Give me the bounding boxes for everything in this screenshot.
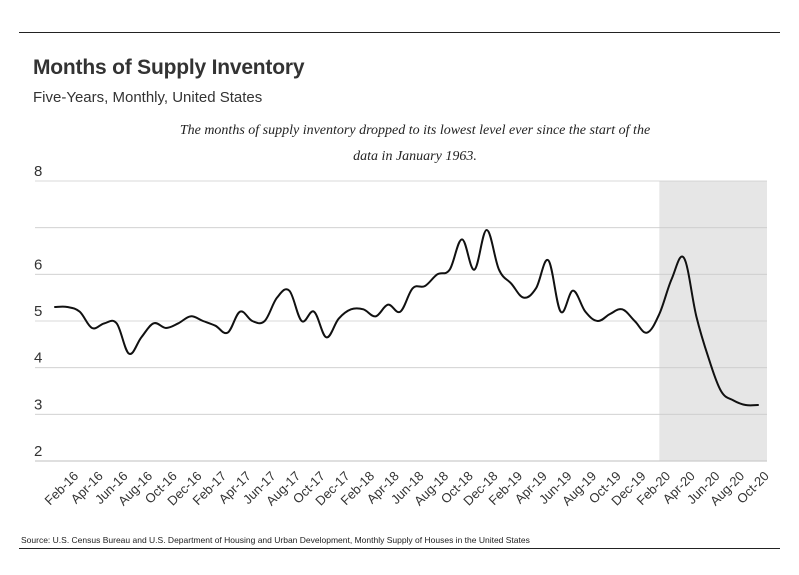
source-note: Source: U.S. Census Bureau and U.S. Depa…	[21, 535, 530, 545]
y-tick-label: 6	[34, 256, 42, 273]
y-axis-ticks: 2 3 4 5 6 8	[34, 163, 42, 460]
top-rule	[19, 32, 780, 33]
data-points	[54, 229, 759, 406]
x-axis-ticks: Feb-16Apr-16Jun-16Aug-16Oct-16Dec-16Feb-…	[41, 468, 771, 508]
y-tick-label: 2	[34, 443, 42, 460]
chart-title: Months of Supply Inventory	[33, 56, 305, 79]
y-tick-label: 3	[34, 396, 42, 413]
chart-subtitle: Five-Years, Monthly, United States	[33, 89, 263, 106]
series-line	[54, 229, 759, 407]
gridlines	[35, 180, 767, 462]
y-tick-label: 8	[34, 163, 42, 180]
y-tick-label: 5	[34, 303, 42, 320]
y-tick-label: 4	[34, 350, 42, 367]
chart-annotation: The months of supply inventory dropped t…	[179, 123, 651, 164]
bottom-rule	[19, 548, 780, 549]
